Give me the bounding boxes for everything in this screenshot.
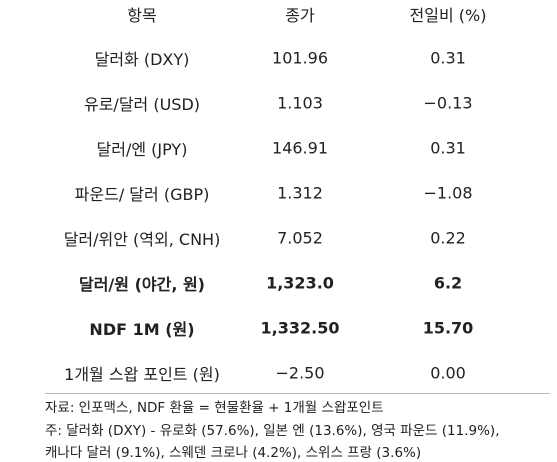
separator: [45, 393, 550, 394]
table-cell: 0.31: [430, 138, 466, 158]
table-cell: 달러/원 (야간, 원): [78, 275, 206, 294]
table-cell: 파운드/ 달러 (GBP): [74, 185, 210, 204]
footnote: 캐나다 달러 (9.1%), 스웨덴 크로나 (4.2%), 스위스 프랑 (3…: [45, 445, 422, 461]
table-cell: −1.08: [423, 183, 473, 203]
table-cell: 146.91: [272, 138, 328, 158]
table-cell: 6.2: [433, 273, 463, 293]
table-cell: 유로/달러 (USD): [83, 95, 201, 114]
header-cell: 항목: [127, 6, 157, 25]
table-cell: 1.103: [277, 93, 323, 113]
table-cell: 1,323.0: [266, 273, 334, 293]
footnote: 자료: 인포맥스, NDF 환율 = 현물환율 + 1개월 스왑포인트: [45, 400, 384, 416]
table-cell: 1개월 스왑 포인트 (원): [64, 365, 220, 384]
table-cell: 15.70: [422, 318, 474, 338]
table-cell: 달러/위안 (역외, CNH): [63, 230, 221, 249]
footnote: 주: 달러화 (DXY) - 유로화 (57.6%), 일본 엔 (13.6%)…: [45, 422, 500, 439]
table-cell: 0.31: [430, 48, 466, 68]
header-cell: 종가: [285, 6, 315, 25]
table-cell: 1,332.50: [260, 318, 340, 338]
header-cell: 전일비 (%): [409, 6, 487, 25]
table-cell: 0.22: [430, 228, 466, 248]
table-cell: 달러/엔 (JPY): [96, 140, 188, 159]
table-cell: 1.312: [277, 183, 323, 203]
table-cell: −0.13: [423, 93, 473, 113]
table-cell: −2.50: [275, 363, 325, 383]
table-cell: 101.96: [272, 48, 328, 68]
table-cell: NDF 1M (원): [89, 320, 195, 339]
table-cell: 달러화 (DXY): [94, 50, 190, 69]
table-cell: 7.052: [277, 228, 323, 248]
table-cell: 0.00: [430, 363, 466, 383]
